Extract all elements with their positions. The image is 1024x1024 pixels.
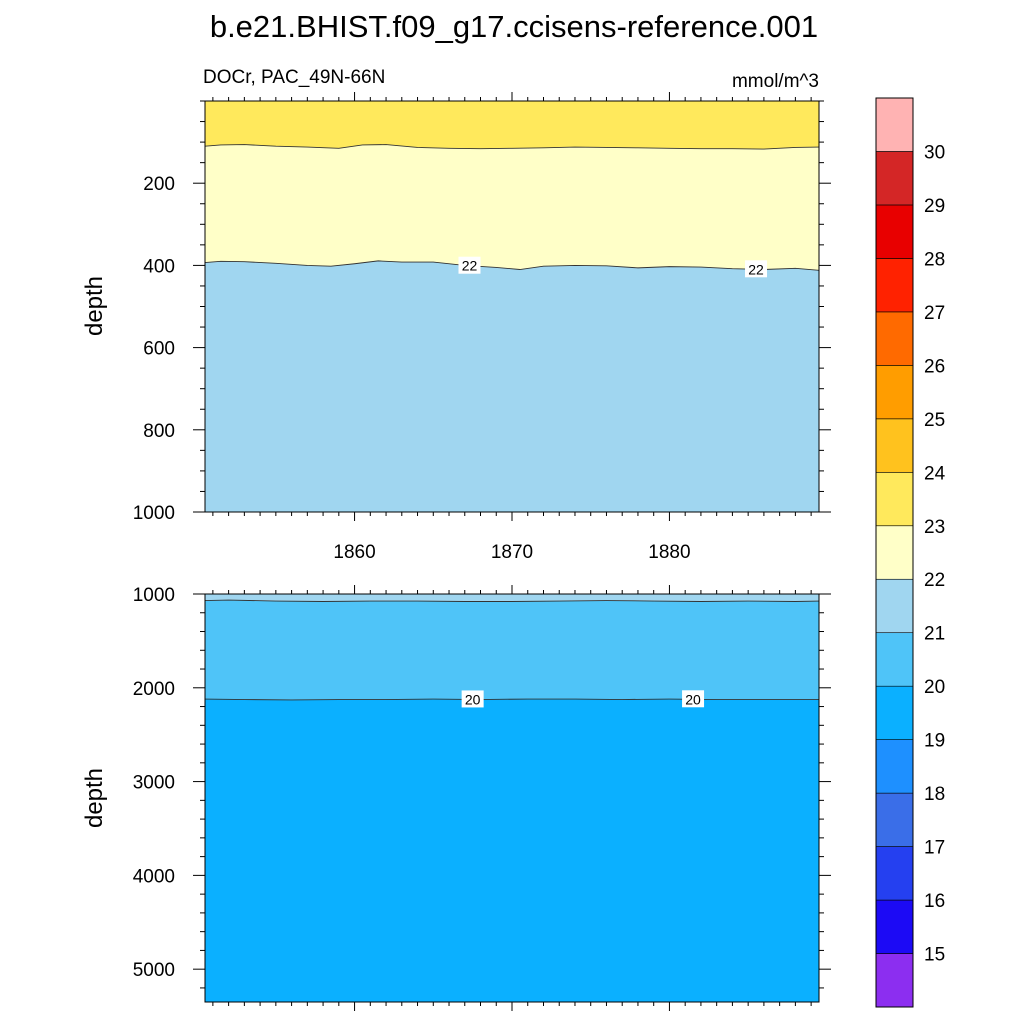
y-tick-label: 1000 xyxy=(133,503,175,524)
colorbar-box xyxy=(875,578,914,634)
y-tick-label: 400 xyxy=(143,256,175,277)
contour-label-box xyxy=(682,690,705,708)
colorbar-box xyxy=(875,258,914,313)
y-tick-label: 200 xyxy=(143,174,175,195)
colorbar-label: 30 xyxy=(924,142,945,163)
y-axis-title: depth xyxy=(81,276,108,336)
contour-label: 22 xyxy=(748,261,764,277)
contour-line xyxy=(205,599,819,602)
colorbar-box xyxy=(875,204,914,259)
colorbar-label: 23 xyxy=(924,517,945,538)
colorbar-label: 24 xyxy=(924,463,946,484)
y-tick-label: 4000 xyxy=(133,866,175,887)
upper-panel: 22 22 1860 1870 1880 200 400 600 800 1000 depth xyxy=(81,92,831,563)
colorbar-box xyxy=(875,151,914,206)
colorbar-label: 22 xyxy=(924,570,945,591)
contour-label: 22 xyxy=(462,258,478,274)
plot-area xyxy=(205,594,819,1002)
x-tick-label: 1860 xyxy=(333,542,375,563)
variable-region-label: DOCr, PAC_49N-66N xyxy=(203,67,385,88)
colorbar-box xyxy=(875,846,914,901)
colorbar-box xyxy=(875,685,914,740)
colorbar-label: 20 xyxy=(924,677,945,698)
colorbar-box xyxy=(875,471,914,527)
y-tick-label: 800 xyxy=(143,421,175,442)
y-axis-title: depth xyxy=(81,768,108,828)
y-tick-label: 600 xyxy=(143,339,175,360)
contour-band-fill xyxy=(205,101,819,150)
colorbar-label: 19 xyxy=(924,731,945,752)
colorbar-label: 21 xyxy=(924,624,945,645)
units-label: mmol/m^3 xyxy=(732,71,819,92)
y-tick-label: 5000 xyxy=(133,960,175,981)
contour-line xyxy=(205,260,819,271)
lower-panel: 20 20 1000 2000 3000 4000 5000 depth xyxy=(81,585,831,1011)
contour-line xyxy=(205,144,819,150)
colorbar-frame xyxy=(875,97,914,1008)
contour-label: 20 xyxy=(465,691,481,707)
x-tick-label: 1870 xyxy=(491,542,533,563)
colorbar-label: 17 xyxy=(924,838,945,859)
colorbar-box xyxy=(875,953,914,1008)
colorbar-box xyxy=(875,739,914,794)
contour-band-fill xyxy=(205,594,819,602)
colorbar-box xyxy=(875,899,914,954)
colorbar-box xyxy=(875,525,914,580)
colorbar-label: 15 xyxy=(924,945,945,966)
colorbar-box xyxy=(875,365,914,420)
x-tick-label: 1880 xyxy=(648,542,690,563)
plot-area xyxy=(205,101,819,512)
colorbar-label: 29 xyxy=(924,196,945,217)
colorbar-box xyxy=(875,418,914,473)
colorbar-label: 27 xyxy=(924,303,945,324)
colorbar-box xyxy=(875,792,914,847)
contour-label-box xyxy=(745,260,768,278)
colorbar-label: 16 xyxy=(924,891,945,912)
figure-title: b.e21.BHIST.f09_g17.ccisens-reference.00… xyxy=(210,9,818,44)
colorbar-box xyxy=(875,97,914,152)
colorbar: 15 16 17 18 19 20 21 22 23 24 25 26 27 28 29 30 xyxy=(875,97,946,1008)
y-tick-label: 2000 xyxy=(133,679,175,700)
y-tick-label: 3000 xyxy=(133,773,175,794)
colorbar-label: 26 xyxy=(924,356,945,377)
contour-label-box xyxy=(458,256,481,274)
colorbar-box xyxy=(875,632,914,687)
contour-label: 20 xyxy=(685,691,701,707)
colorbar-label: 18 xyxy=(924,784,945,805)
contour-label-box xyxy=(461,690,484,708)
colorbar-box xyxy=(875,311,914,366)
contour-line xyxy=(205,698,819,701)
y-tick-label: 1000 xyxy=(133,585,175,606)
contour-band-fill xyxy=(205,594,819,700)
colorbar-label: 25 xyxy=(924,410,945,431)
colorbar-label: 28 xyxy=(924,249,945,270)
